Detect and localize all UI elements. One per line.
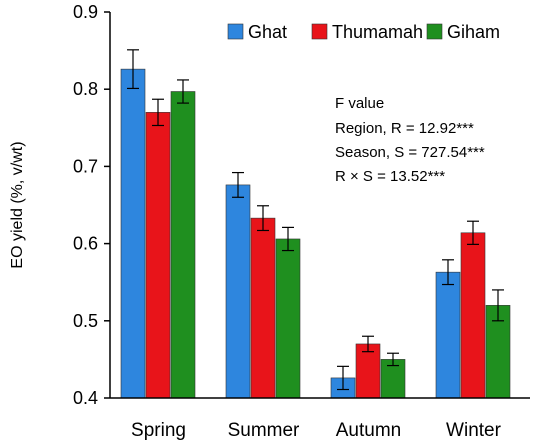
legend-label-thumamah: Thumamah (332, 22, 423, 42)
bar-giham-spring (170, 91, 196, 399)
x-category-labels: Spring Summer Autumn Winter (131, 420, 502, 441)
legend-swatch-ghat (227, 23, 244, 40)
bar-thumamah-winter (460, 232, 486, 399)
bar-thumamah-summer (250, 217, 276, 399)
annotation-line: Region, R = 12.92*** (335, 120, 474, 137)
legend-label-giham: Giham (447, 22, 500, 42)
y-tick-label: 0.9 (73, 2, 98, 22)
legend-swatch-giham (426, 23, 443, 40)
legend: Ghat Thumamah Giham (227, 22, 500, 42)
bar-ghat-summer (225, 184, 251, 399)
legend-swatch-thumamah (311, 23, 328, 40)
bar-thumamah-autumn (355, 343, 381, 399)
bars-layer (120, 49, 511, 399)
y-tick-label: 0.4 (73, 388, 98, 408)
y-axis-title: EO yield (%, v/wt) (9, 141, 26, 268)
legend-label-ghat: Ghat (248, 22, 287, 42)
bar-thumamah-spring (145, 112, 171, 399)
y-tick-label: 0.8 (73, 79, 98, 99)
y-tick-label: 0.5 (73, 311, 98, 331)
bar-ghat-spring (120, 68, 146, 399)
f-value-annotation: F value Region, R = 12.92*** Season, S =… (335, 95, 485, 185)
y-tick-label: 0.7 (73, 156, 98, 176)
x-category-label: Winter (446, 420, 502, 441)
x-category-label: Autumn (336, 420, 401, 441)
bar-ghat-winter (435, 271, 461, 399)
x-category-label: Summer (228, 420, 300, 441)
y-ticks: 0.4 0.5 0.6 0.7 0.8 0.9 (73, 2, 110, 408)
annotation-title: F value (335, 95, 384, 112)
bar-giham-summer (275, 238, 301, 399)
annotation-line: Season, S = 727.54*** (335, 144, 485, 161)
x-category-label: Spring (131, 420, 186, 441)
axis-layer (109, 12, 530, 399)
annotation-line: R × S = 13.52*** (335, 168, 445, 185)
y-tick-label: 0.6 (73, 234, 98, 254)
